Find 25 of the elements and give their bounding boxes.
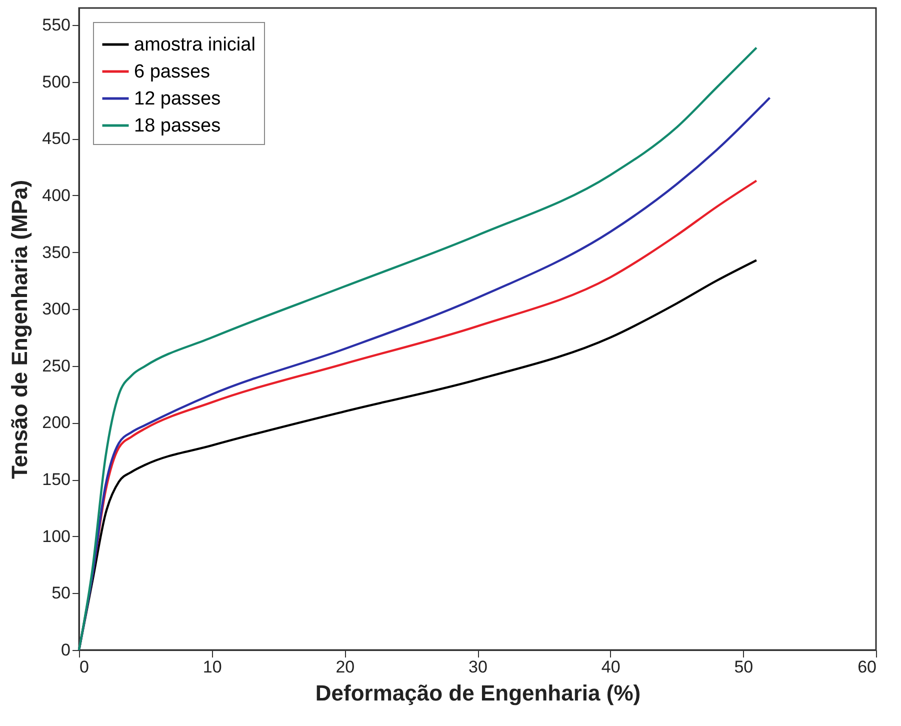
y-tick-label: 50 bbox=[52, 584, 70, 603]
x-tick-label: 10 bbox=[202, 658, 222, 676]
y-axis-title: Tensão de Engenharia (MPa) bbox=[7, 180, 32, 480]
y-tick-label: 150 bbox=[42, 470, 70, 490]
x-tick-label: 60 bbox=[858, 658, 876, 676]
legend-label: 12 passes bbox=[134, 88, 221, 110]
x-tick-label: 50 bbox=[734, 658, 754, 676]
legend-label: amostra inicial bbox=[134, 34, 256, 56]
y-tick-label: 500 bbox=[42, 72, 70, 92]
y-tick-label: 350 bbox=[42, 242, 70, 262]
y-tick-label: 100 bbox=[42, 526, 70, 546]
y-tick-label: 400 bbox=[42, 186, 70, 205]
x-axis-title: Deformação de Engenharia (%) bbox=[315, 680, 641, 706]
y-tick-label: 0 bbox=[61, 640, 70, 660]
legend-label: 18 passes bbox=[134, 116, 221, 136]
x-tick-label: 30 bbox=[468, 658, 488, 676]
x-tick-label: 0 bbox=[80, 658, 89, 676]
y-tick-label: 450 bbox=[42, 129, 70, 148]
y-tick-label: 550 bbox=[42, 16, 70, 35]
y-tick-label: 300 bbox=[42, 300, 70, 319]
y-tick-label: 200 bbox=[42, 413, 70, 432]
legend-label: 6 passes bbox=[134, 62, 210, 82]
x-tick-label: 40 bbox=[601, 658, 620, 676]
x-tick-label: 20 bbox=[336, 658, 355, 676]
y-tick-label: 250 bbox=[42, 356, 70, 376]
